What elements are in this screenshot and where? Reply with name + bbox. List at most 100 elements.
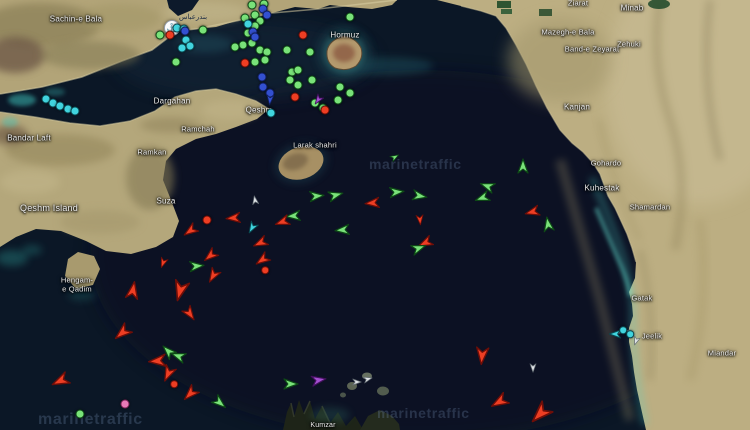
vessel-arrow-marker[interactable]: [351, 376, 363, 388]
vessel-arrow-marker[interactable]: [389, 151, 401, 163]
vessel-arrow-marker[interactable]: [538, 214, 558, 234]
vessel-dot-marker[interactable]: [320, 105, 330, 115]
vessel-dot-marker[interactable]: [265, 88, 275, 98]
vessel-dot-marker[interactable]: [257, 72, 267, 82]
vessel-arrow-marker[interactable]: [307, 186, 327, 206]
vessel-arrow-marker[interactable]: [607, 326, 623, 342]
vessel-arrow-marker[interactable]: [522, 202, 542, 222]
vessel-dot-marker[interactable]: [298, 30, 308, 40]
vessel-arrow-marker[interactable]: [252, 250, 272, 270]
musandam-peninsula: [283, 372, 400, 430]
vessel-dot-marker[interactable]: [75, 409, 85, 419]
vessel-arrow-marker[interactable]: [200, 246, 220, 266]
vessel-arrow-marker[interactable]: [250, 233, 270, 253]
vessel-dot-marker[interactable]: [305, 47, 315, 57]
vessel-dot-marker[interactable]: [202, 215, 212, 225]
vessel-arrow-marker[interactable]: [472, 188, 492, 208]
vessel-arrow-marker[interactable]: [410, 186, 430, 206]
vessel-arrow-marker[interactable]: [387, 182, 407, 202]
vessel-dot-marker[interactable]: [293, 80, 303, 90]
vessel-dot-marker[interactable]: [250, 32, 260, 42]
vessel-dot-marker[interactable]: [282, 45, 292, 55]
vessel-arrow-marker[interactable]: [210, 393, 230, 413]
vessel-arrow-marker[interactable]: [110, 321, 134, 345]
qeshm-island: [0, 88, 270, 254]
vessel-dot-marker[interactable]: [250, 10, 260, 20]
vessel-arrow-marker[interactable]: [409, 238, 429, 258]
vessel-dot-marker[interactable]: [260, 55, 270, 65]
vessel-dot-marker[interactable]: [120, 399, 130, 409]
vessel-dot-marker[interactable]: [293, 65, 303, 75]
vessel-dot-marker[interactable]: [619, 326, 627, 334]
vessel-arrow-marker[interactable]: [362, 193, 382, 213]
vessel-dot-marker[interactable]: [345, 12, 355, 22]
vessel-dot-marker[interactable]: [238, 40, 248, 50]
vessel-dot-marker[interactable]: [266, 108, 276, 118]
vessel-arrow-marker[interactable]: [158, 341, 178, 361]
vessel-dot-marker[interactable]: [345, 88, 355, 98]
vessel-dot-marker[interactable]: [170, 380, 178, 388]
vessel-dot-marker[interactable]: [185, 41, 195, 51]
vessel-arrow-marker[interactable]: [525, 399, 555, 429]
vessel-arrow-marker[interactable]: [121, 278, 145, 302]
vessel-arrow-marker[interactable]: [168, 346, 188, 366]
vessel-arrow-marker[interactable]: [283, 206, 303, 226]
vessel-arrow-marker[interactable]: [180, 304, 200, 324]
vessel-dot-marker[interactable]: [171, 57, 181, 67]
vessel-arrow-marker[interactable]: [362, 373, 374, 385]
vessel-dot-marker[interactable]: [262, 10, 272, 20]
vessel-dot-marker[interactable]: [333, 95, 343, 105]
vessel-arrow-marker[interactable]: [145, 349, 169, 373]
vessel-arrow-marker[interactable]: [179, 383, 201, 405]
mainland-east: [437, 0, 750, 430]
vessel-arrow-marker[interactable]: [527, 362, 539, 374]
vessel-arrow-marker[interactable]: [180, 221, 200, 241]
vessel-dot-marker[interactable]: [230, 42, 240, 52]
vessel-dot-marker[interactable]: [177, 43, 187, 53]
vessel-dot-marker[interactable]: [240, 58, 250, 68]
vessel-arrow-marker[interactable]: [203, 266, 223, 286]
vessel-dot-marker[interactable]: [250, 57, 260, 67]
vessel-arrow-marker[interactable]: [272, 212, 292, 232]
vessel-dot-marker[interactable]: [243, 19, 253, 29]
vessel-arrow-marker[interactable]: [249, 194, 261, 206]
vessel-arrow-marker[interactable]: [156, 256, 170, 270]
vessel-arrow-marker[interactable]: [166, 277, 194, 305]
vessel-arrow-marker[interactable]: [470, 344, 494, 368]
vessel-arrow-marker[interactable]: [630, 335, 642, 347]
vessel-dot-marker[interactable]: [310, 98, 320, 108]
vessel-dot-marker[interactable]: [626, 330, 634, 338]
vessel-arrow-marker[interactable]: [477, 176, 497, 196]
hengam-island: [65, 252, 100, 289]
vessel-dot-marker[interactable]: [255, 16, 265, 26]
vessel-dot-marker[interactable]: [290, 92, 300, 102]
vessel-arrow-marker[interactable]: [309, 370, 329, 390]
vessel-dot-marker[interactable]: [165, 30, 175, 40]
vessel-dot-marker[interactable]: [335, 82, 345, 92]
vessel-dot-marker[interactable]: [261, 266, 269, 274]
vessel-arrow-marker[interactable]: [157, 363, 179, 385]
vessel-arrow-marker[interactable]: [281, 374, 301, 394]
vessel-dot-marker[interactable]: [198, 25, 208, 35]
vessel-arrow-marker[interactable]: [413, 213, 427, 227]
vessel-dot-marker[interactable]: [155, 30, 165, 40]
vessel-arrow-marker[interactable]: [487, 390, 511, 414]
vessel-arrow-marker[interactable]: [187, 256, 207, 276]
vessel-arrow-marker[interactable]: [244, 220, 260, 236]
vessel-dot-marker[interactable]: [258, 82, 268, 92]
anchor-icon: ⚓: [166, 23, 177, 34]
vessel-dot-marker[interactable]: [70, 106, 80, 116]
vessel-arrow-marker[interactable]: [332, 220, 352, 240]
vessel-dot-marker[interactable]: [307, 75, 317, 85]
vessel-arrow-marker[interactable]: [326, 185, 346, 205]
vessel-arrow-marker[interactable]: [311, 93, 325, 107]
vessel-arrow-marker[interactable]: [513, 156, 533, 176]
vessel-arrow-marker[interactable]: [223, 208, 243, 228]
vessel-dot-marker[interactable]: [285, 75, 295, 85]
vessel-arrow-marker[interactable]: [263, 93, 277, 107]
vessel-arrow-marker[interactable]: [415, 233, 435, 253]
vessel-dot-marker[interactable]: [247, 0, 257, 10]
vessel-dot-marker[interactable]: [180, 26, 190, 36]
vessel-arrow-marker[interactable]: [48, 369, 72, 393]
